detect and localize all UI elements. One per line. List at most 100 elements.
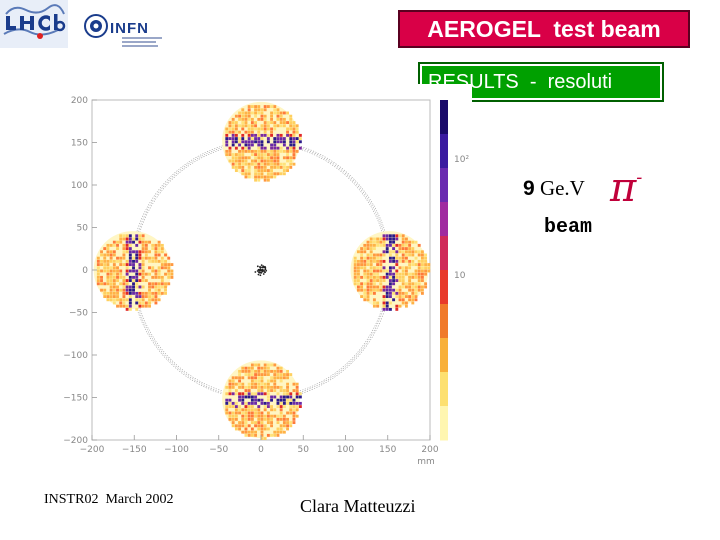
hit-pixel: [366, 247, 370, 251]
hit-pixel: [167, 269, 171, 273]
hit-pixel: [257, 111, 261, 115]
hit-pixel: [366, 279, 370, 283]
hit-pixel: [286, 389, 290, 393]
hit-pixel: [263, 165, 267, 169]
hit-pixel: [247, 373, 251, 377]
hit-pixel: [298, 401, 302, 405]
hit-pixel: [257, 156, 261, 160]
hit-pixel: [282, 143, 286, 147]
hit-pixel: [135, 275, 139, 279]
hit-pixel: [250, 408, 254, 412]
hit-pixel: [231, 143, 235, 147]
hit-pixel: [276, 149, 280, 153]
hit-pixel: [376, 266, 380, 270]
hit-pixel: [398, 256, 402, 260]
hit-pixel: [369, 263, 373, 267]
hit-pixel: [241, 424, 245, 428]
hit-pixel: [286, 421, 290, 425]
hit-pixel: [257, 398, 261, 402]
hit-pixel: [238, 124, 242, 128]
hit-pixel: [241, 146, 245, 150]
hit-pixel: [128, 298, 132, 302]
hit-pixel: [138, 298, 142, 302]
hit-pixel: [292, 414, 296, 418]
hit-pixel: [260, 127, 264, 131]
hit-pixel: [228, 389, 232, 393]
hit-pixel: [109, 259, 113, 263]
hit-pixel: [273, 108, 277, 112]
hit-pixel: [238, 398, 242, 402]
hit-pixel: [289, 395, 293, 399]
hit-pixel: [392, 288, 396, 292]
hit-pixel: [279, 124, 283, 128]
hit-pixel: [247, 172, 251, 176]
hit-pixel: [247, 417, 251, 421]
hit-pixel: [257, 146, 261, 150]
hit-pixel: [257, 424, 261, 428]
hit-pixel: [263, 424, 267, 428]
hit-pixel: [228, 398, 232, 402]
hit-pixel: [366, 272, 370, 276]
hit-pixel: [408, 285, 412, 289]
hit-pixel: [276, 108, 280, 112]
hit-pixel: [266, 392, 270, 396]
hit-pixel: [250, 366, 254, 370]
hit-pixel: [250, 411, 254, 415]
hit-pixel: [100, 263, 103, 267]
hit-pixel: [260, 143, 264, 147]
hit-pixel: [395, 237, 399, 241]
hit-pixel: [282, 405, 286, 409]
hit-pixel: [282, 140, 286, 144]
hit-pixel: [263, 108, 267, 112]
hit-pixel: [404, 304, 408, 308]
hit-pixel: [369, 288, 373, 292]
hit-pixel: [109, 282, 113, 286]
hit-pixel: [125, 243, 129, 247]
hit-pixel: [282, 376, 286, 380]
hit-pixel: [266, 369, 270, 373]
hit-pixel: [401, 247, 405, 251]
hit-pixel: [231, 411, 235, 415]
hit-pixel: [254, 137, 258, 141]
hit-pixel: [388, 266, 392, 270]
hit-pixel: [138, 240, 142, 244]
hit-pixel: [353, 282, 357, 286]
hit-pixel: [148, 240, 151, 244]
hit-pixel: [295, 127, 299, 131]
hit-pixel: [116, 269, 119, 273]
hit-pixel: [141, 247, 145, 251]
hit-pixel: [260, 153, 264, 157]
hit-pixel: [270, 376, 274, 380]
hit-pixel: [414, 263, 418, 267]
hit-pixel: [116, 275, 119, 279]
hit-pixel: [282, 430, 286, 434]
hit-pixel: [241, 127, 245, 131]
hit-pixel: [132, 240, 135, 244]
hit-pixel: [241, 153, 245, 157]
hit-pixel: [125, 269, 129, 273]
hit-pixel: [282, 124, 286, 128]
hit-pixel: [247, 382, 251, 386]
hit-pixel: [266, 169, 270, 173]
hit-pixel: [106, 275, 110, 279]
hit-pixel: [254, 124, 258, 128]
hit-pixel: [116, 279, 119, 283]
hit-pixel: [292, 421, 296, 425]
hit-pixel: [266, 172, 270, 176]
hit-pixel: [376, 301, 380, 305]
hit-pixel: [395, 263, 399, 267]
hit-pixel: [250, 398, 254, 402]
hit-pixel: [141, 269, 145, 273]
hit-pixel: [257, 373, 261, 377]
hit-pixel: [125, 304, 129, 308]
hit-pixel: [96, 259, 100, 263]
hit-pixel: [148, 272, 151, 276]
hit-pixel: [254, 414, 258, 418]
hit-pixel: [225, 133, 229, 137]
hit-pixel: [109, 272, 113, 276]
hit-pixel: [100, 259, 103, 263]
hit-pixel: [414, 291, 418, 295]
hit-pixel: [366, 256, 370, 260]
hit-pixel: [157, 275, 161, 279]
hit-pixel: [392, 247, 396, 251]
